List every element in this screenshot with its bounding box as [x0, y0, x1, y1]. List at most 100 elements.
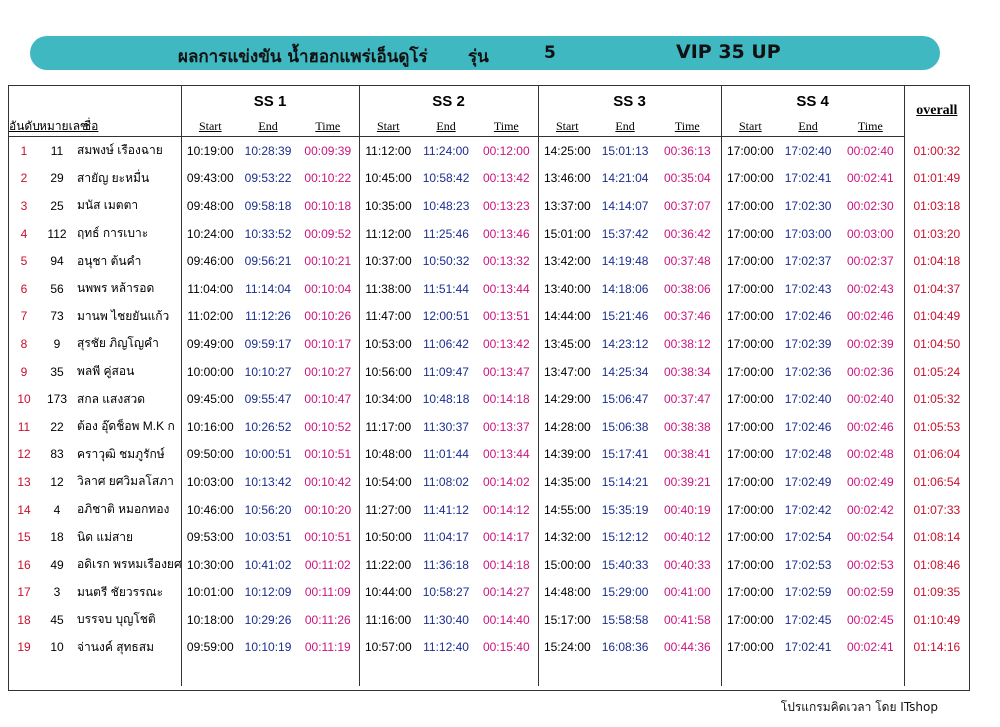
end-time: 17:02:46 [784, 309, 832, 324]
stage-time: 00:09:52 [304, 226, 352, 241]
start-time: 11:02:00 [180, 302, 240, 331]
start-time: 11:47:00 [358, 302, 418, 331]
stage-time: 00:13:46 [482, 226, 530, 241]
bib-number: 112 [47, 226, 67, 241]
start-time: 10:53:00 [358, 330, 418, 358]
start-time: 15:24:00 [537, 633, 597, 662]
filler-cell [596, 661, 654, 686]
filler-row [9, 661, 970, 687]
result-row: 19 10 จ่านงค์ สุทธสม 09:59:00 10:10:19 00:11:… [9, 633, 970, 662]
filler-cell [779, 661, 837, 686]
end-time: 15:01:13 [601, 143, 649, 158]
end-time: 09:55:47 [244, 392, 292, 407]
class-name: VIP 35 UP [676, 41, 781, 63]
start-time: 10:44:00 [358, 578, 418, 607]
rank: 17 [17, 585, 31, 600]
stage-time: 00:02:40 [846, 392, 894, 407]
end-time: 09:58:18 [244, 198, 292, 213]
rank: 15 [17, 530, 31, 545]
rider-name: นพพร หล้ารอด [77, 281, 155, 296]
filler-cell [537, 661, 597, 687]
subcolumn-header: Time [654, 116, 722, 137]
start-time: 09:43:00 [180, 164, 240, 193]
column-header: หมายเลข [39, 116, 88, 137]
rider-name: มนตรี ชัยวรรณะ [77, 584, 164, 599]
filler-cell [239, 661, 297, 686]
overall-header: overall [903, 86, 970, 137]
end-time: 15:37:42 [601, 226, 649, 241]
header-spacer [9, 86, 181, 116]
start-time: 10:19:00 [180, 136, 240, 165]
overall-time: 01:04:49 [903, 302, 970, 331]
end-time: 10:29:26 [244, 612, 292, 627]
end-time: 10:12:09 [244, 585, 292, 600]
bib-number: 94 [50, 254, 64, 269]
stage-time: 00:38:38 [663, 419, 711, 434]
end-time: 17:02:43 [784, 281, 832, 296]
start-time: 10:30:00 [180, 550, 240, 579]
filler-cell [903, 661, 970, 687]
start-time: 10:35:00 [358, 192, 418, 220]
end-time: 10:13:42 [244, 474, 292, 489]
stage-time: 00:10:04 [304, 281, 352, 296]
rider-name: พลพี คู่สอน [77, 364, 135, 379]
start-time: 17:00:00 [720, 495, 780, 524]
start-time: 09:48:00 [180, 192, 240, 220]
end-time: 14:19:48 [601, 254, 649, 269]
start-time: 14:28:00 [537, 412, 597, 441]
overall-time: 01:05:24 [903, 357, 970, 386]
result-row: 7 73 มานพ ไชยยันแก้ว 11:02:00 11:12:26 00:10:… [9, 302, 970, 331]
start-time: 17:00:00 [720, 385, 780, 413]
end-time: 17:02:42 [784, 502, 832, 517]
stage-time: 00:40:33 [663, 557, 711, 572]
filler-cell [358, 661, 418, 687]
start-time: 11:12:00 [358, 136, 418, 165]
bib-number: 3 [53, 585, 61, 600]
stage-time: 00:02:45 [846, 612, 894, 627]
bib-number: 18 [50, 530, 64, 545]
stage-time: 00:02:49 [846, 474, 894, 489]
bib-number: 9 [53, 336, 61, 351]
end-time: 14:21:04 [601, 171, 649, 186]
stage-time: 00:13:51 [482, 309, 530, 324]
result-row: 14 4 อภิชาติ หมอกทอง 10:46:00 10:56:20 00:10:… [9, 495, 970, 524]
stage-time: 00:13:44 [482, 447, 530, 462]
stage-time: 00:03:00 [846, 226, 894, 241]
rank: 14 [17, 502, 31, 517]
overall-time: 01:04:37 [903, 274, 970, 303]
stage-time: 00:37:07 [663, 198, 711, 213]
start-time: 17:00:00 [720, 550, 780, 579]
overall-time: 01:08:14 [903, 523, 970, 551]
filler-cell [720, 661, 780, 687]
stage-time: 00:11:19 [304, 640, 351, 655]
column-header: ชื่อ [75, 116, 182, 137]
subcolumn-header: Start [180, 116, 240, 137]
start-time: 17:00:00 [720, 136, 780, 165]
start-time: 10:34:00 [358, 385, 418, 413]
filler-cell [9, 661, 39, 686]
end-time: 14:18:06 [601, 281, 649, 296]
start-time: 17:00:00 [720, 302, 780, 331]
start-time: 17:00:00 [720, 357, 780, 386]
overall-time: 01:10:49 [903, 606, 970, 634]
end-time: 17:02:54 [784, 530, 832, 545]
stage-time: 00:14:40 [482, 612, 530, 627]
stage-header: SS 3 [537, 86, 722, 116]
start-time: 10:56:00 [358, 357, 418, 386]
start-time: 14:48:00 [537, 578, 597, 607]
start-time: 17:00:00 [720, 440, 780, 469]
start-time: 10:00:00 [180, 357, 240, 386]
end-time: 15:29:00 [601, 585, 649, 600]
end-time: 11:41:12 [423, 502, 469, 517]
stage-time: 00:39:21 [663, 474, 711, 489]
start-time: 09:45:00 [180, 385, 240, 413]
stage-time: 00:38:06 [663, 281, 711, 296]
stage-time: 00:14:17 [482, 530, 530, 545]
start-time: 17:00:00 [720, 578, 780, 607]
start-time: 10:57:00 [358, 633, 418, 662]
end-time: 10:41:02 [244, 557, 292, 572]
header-row: SS 1 SS 2 SS 3 SS 4 overall [9, 86, 970, 137]
bib-number: 73 [50, 309, 64, 324]
start-time: 09:53:00 [180, 523, 240, 551]
rider-name: ต้อง อุ๊ดช็อพ M.K ก [77, 419, 175, 434]
